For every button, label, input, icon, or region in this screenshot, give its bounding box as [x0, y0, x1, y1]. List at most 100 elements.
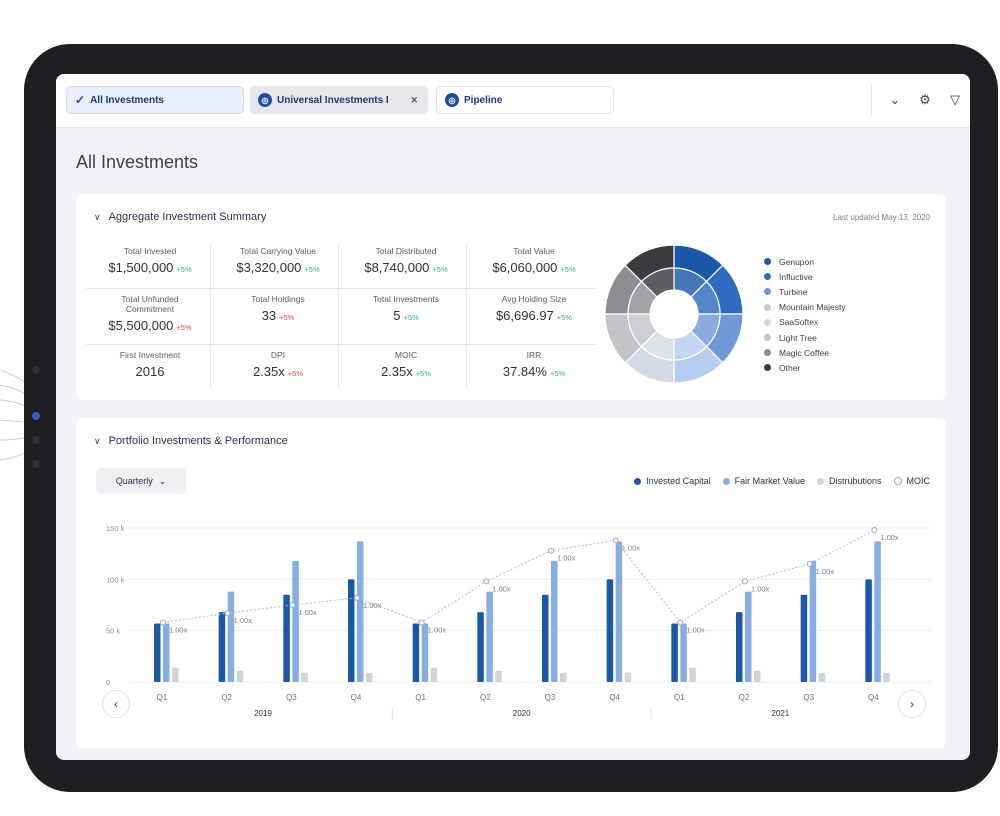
legend-item[interactable]: Influctive [764, 269, 846, 284]
bar-fair-market-value [809, 560, 817, 682]
moic-data-label: 1.00x [169, 625, 188, 634]
legend-item[interactable]: MOIC [893, 476, 931, 486]
bar-fair-market-value [163, 623, 170, 682]
donut-slice-inner[interactable] [640, 267, 675, 298]
legend-item[interactable]: Other [764, 360, 846, 375]
app-screen: ✓ All Investments ◎ Universal Investment… [56, 74, 970, 760]
moic-data-label: 1.00x [363, 601, 382, 610]
card-header[interactable]: ∨ Portfolio Investments & Performance [94, 435, 288, 447]
moic-data-label: 1.00x [428, 625, 447, 634]
legend-swatch [764, 349, 771, 357]
device-camera [32, 412, 40, 420]
legend-item[interactable]: Turbine [764, 284, 846, 299]
toolbar-actions: ⌄ ⚙ ▽ [871, 84, 970, 116]
x-tick-label: Q1 [157, 693, 168, 702]
check-icon: ✓ [75, 93, 86, 107]
chevron-down-icon: ⌄ [158, 475, 167, 486]
legend-item[interactable]: Mountain Majesty [764, 300, 846, 315]
card-header[interactable]: ∨ Aggregate Investment Summary [94, 211, 266, 223]
bar-fair-market-value [421, 623, 429, 682]
divider [338, 244, 339, 388]
legend-label: MOIC [906, 476, 931, 486]
metric-label: Total Holdings [251, 294, 305, 304]
tab-universal-investments[interactable]: ◎ Universal Investments I ✕ [250, 86, 428, 114]
moic-data-label: 1.00x [622, 543, 641, 552]
moic-data-label: 1.00x [557, 554, 576, 563]
prev-button[interactable]: ‹ [102, 690, 130, 718]
tab-label: Pipeline [464, 94, 503, 106]
legend-swatch [764, 334, 771, 342]
period-label: Quarterly [115, 476, 153, 486]
bar-invested-capital [606, 579, 614, 682]
bar-fair-market-value [680, 623, 687, 682]
legend-item[interactable]: SaaSoftex [764, 315, 846, 330]
legend-swatch [722, 477, 730, 485]
x-tick-label: Q2 [739, 693, 750, 702]
tab-label: All Investments [90, 94, 164, 106]
bar-invested-capital [671, 623, 678, 682]
tab-bar: ✓ All Investments ◎ Universal Investment… [56, 74, 970, 128]
x-tick-label: Q3 [803, 693, 814, 702]
pin-icon[interactable]: ✕ [410, 94, 418, 105]
bar-distrubutions [366, 672, 373, 682]
filter-icon[interactable]: ▽ [950, 92, 960, 107]
legend-item[interactable]: Invested Capital [634, 476, 711, 486]
metric-cell: Total Invested $1,500,000 +5% [86, 246, 214, 275]
legend-item[interactable]: Distrubutions [816, 476, 882, 486]
x-tick-label: Q4 [609, 693, 620, 702]
x-tick-label: Q2 [480, 693, 491, 702]
card-title: Portfolio Investments & Performance [108, 435, 288, 447]
globe-icon: ◎ [445, 93, 459, 107]
metric-change: +5% [176, 265, 192, 274]
next-button[interactable]: › [898, 690, 926, 718]
legend-item[interactable]: Fair Market Value [722, 476, 805, 486]
moic-line [162, 529, 875, 624]
chevron-down-icon[interactable]: ∨ [94, 435, 101, 446]
legend-label: Light Tree [779, 332, 817, 343]
device-sensor [32, 366, 40, 374]
legend-swatch [764, 318, 771, 326]
tab-pipeline[interactable]: ◎ Pipeline [436, 86, 614, 114]
x-tick-label: Q3 [286, 693, 297, 702]
metric-number: 33 [261, 308, 277, 323]
period-dropdown[interactable]: Quarterly ⌄ [96, 468, 186, 494]
legend-swatch [764, 288, 771, 296]
moic-point [354, 594, 360, 601]
metric-change: +5% [279, 313, 295, 322]
divider [210, 244, 211, 388]
card-title: Aggregate Investment Summary [108, 211, 267, 223]
legend-item[interactable]: Light Tree [764, 330, 846, 345]
moic-point [160, 619, 166, 626]
moic-data-label: 1.00x [751, 584, 770, 593]
metric-number: 2016 [135, 364, 165, 379]
bar-fair-market-value [874, 541, 881, 682]
metric-label: Total Value [513, 246, 555, 256]
metric-value: $1,500,000 +5% [86, 260, 214, 275]
gear-icon[interactable]: ⚙ [919, 92, 931, 107]
metric-change: +5% [403, 313, 419, 322]
chevron-down-icon[interactable]: ⌄ [889, 92, 901, 107]
chevron-right-icon: › [910, 697, 914, 711]
bar-distrubutions [624, 672, 632, 682]
y-tick-label: 100 k [106, 575, 125, 584]
x-tick-label: Q2 [221, 693, 232, 702]
metric-change: +5% [556, 313, 573, 322]
metric-number: 2.35x [252, 364, 285, 379]
bar-fair-market-value [615, 541, 623, 682]
metric-number: 37.84% [502, 364, 547, 379]
bar-invested-capital [348, 579, 355, 682]
bar-distrubutions [172, 667, 179, 682]
metric-value: 2.35x +5% [214, 364, 342, 379]
bar-fair-market-value [486, 591, 493, 682]
legend-item[interactable]: Genupon [764, 254, 846, 269]
legend-item[interactable]: Magic Coffee [764, 345, 846, 360]
bar-distrubutions [754, 670, 761, 682]
tab-all-investments[interactable]: ✓ All Investments [66, 86, 244, 114]
bar-invested-capital [154, 623, 161, 682]
metric-number: $5,500,000 [108, 318, 174, 333]
y-tick-label: 50 k [106, 627, 120, 636]
chevron-down-icon[interactable]: ∨ [94, 211, 101, 222]
metric-number: $6,696.97 [495, 308, 554, 323]
moic-point [612, 537, 619, 544]
chart-legend: Invested Capital Fair Market Value Distrub… [622, 476, 930, 486]
